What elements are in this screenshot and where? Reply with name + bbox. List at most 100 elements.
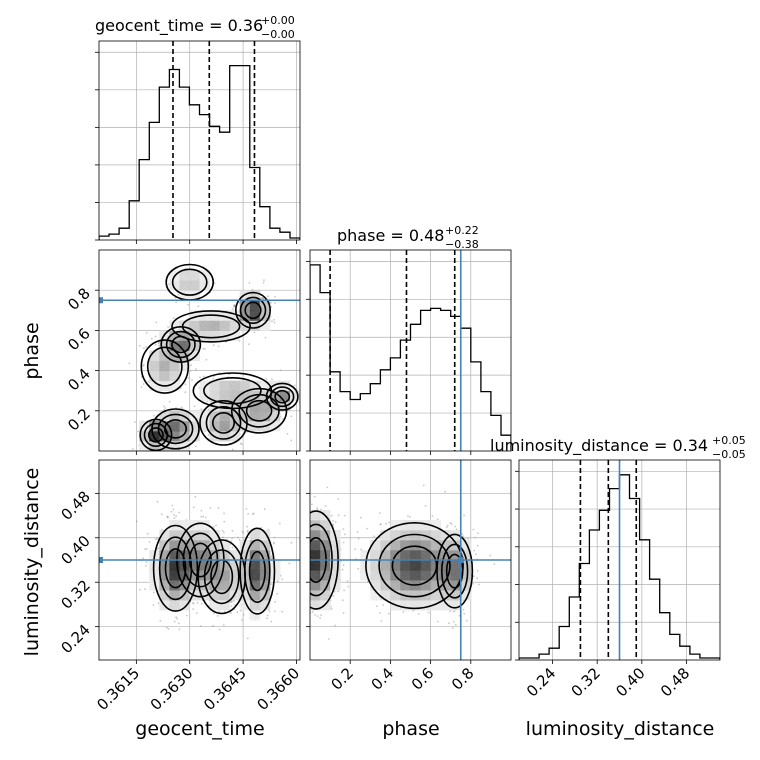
contour-line (365, 521, 464, 610)
scatter-point (260, 297, 263, 299)
xlabel-phase: phase (382, 718, 439, 740)
scatter-point (218, 628, 221, 631)
density-cell (219, 430, 231, 442)
panel-hist-phase (309, 249, 512, 452)
scatter-point (454, 525, 457, 528)
density-cell (259, 320, 271, 331)
scatter-point (274, 302, 276, 304)
scatter-point (212, 612, 215, 615)
density-geocent_time-luminosity_distance (99, 495, 300, 640)
contour-line (239, 527, 276, 615)
scatter-point (305, 606, 307, 608)
density-cell (239, 590, 251, 601)
scatter-point (144, 588, 147, 590)
scatter-point (346, 580, 349, 582)
density-cell (259, 600, 271, 611)
density-cell (410, 600, 421, 611)
density-cell (410, 540, 421, 551)
density-cell (169, 570, 180, 581)
scatter-point (144, 548, 147, 551)
density-cell (320, 570, 331, 581)
density-cell (460, 540, 472, 551)
scatter-point (294, 548, 296, 550)
y-tick-label: 0.48 (57, 487, 93, 523)
density-cell (259, 530, 271, 541)
density-cell (360, 570, 371, 581)
scatter-point (382, 604, 385, 606)
scatter-point (163, 409, 166, 411)
contour-line (151, 408, 200, 450)
density-cell (310, 600, 321, 611)
scatter-point (270, 302, 272, 304)
density-cell (159, 580, 170, 591)
density-cell (169, 560, 180, 571)
contour-line (235, 291, 272, 329)
scatter-point (304, 521, 306, 523)
density-cell (169, 550, 180, 561)
scatter-point (304, 609, 306, 611)
scatter-point (453, 621, 455, 623)
contour-line (203, 377, 262, 405)
density-cell (390, 590, 401, 601)
scatter-point (290, 564, 292, 566)
scatter-point (478, 583, 480, 586)
contour-line (164, 548, 187, 589)
x-tick-label: 0.4 (368, 664, 398, 694)
density-cell (450, 560, 462, 571)
scatter-point (305, 598, 307, 600)
contour-line (160, 325, 202, 363)
density-cell (229, 310, 241, 321)
scatter-point (306, 609, 308, 611)
density-cell (259, 580, 271, 591)
scatter-point (475, 553, 477, 555)
scatter-point (178, 511, 181, 514)
density-cell (229, 330, 241, 341)
scatter-point (357, 537, 360, 540)
scatter-point (302, 529, 304, 531)
density-cell (249, 320, 261, 331)
title-luminosity-distance-minus: −0.05 (712, 448, 746, 461)
scatter-point (308, 491, 310, 493)
density-cell (169, 590, 180, 601)
density-cell (199, 320, 210, 331)
scatter-point (246, 529, 249, 532)
scatter-point (242, 531, 245, 534)
scatter-point (273, 318, 275, 321)
scatter-point (464, 538, 467, 540)
scatter-point (307, 561, 309, 563)
scatter-point (142, 383, 145, 385)
density-cell (209, 580, 221, 591)
scatter-point (301, 572, 303, 574)
density-cell (159, 410, 170, 422)
density-cell (430, 520, 442, 531)
scatter-point (234, 304, 236, 307)
scatter-point (332, 595, 335, 597)
scatter-point (186, 614, 188, 617)
density-cell (179, 600, 190, 611)
scatter-point (272, 541, 275, 544)
scatter-point (489, 554, 491, 557)
scatter-point (281, 578, 284, 581)
title-phase-plus: +0.22 (445, 224, 479, 237)
density-cell (440, 540, 452, 551)
scatter-point (194, 445, 197, 448)
scatter-point (292, 572, 294, 574)
scatter-point (263, 279, 265, 282)
scatter-point (320, 614, 322, 616)
scatter-point (326, 486, 329, 489)
density-cell (219, 380, 231, 392)
scatter-point (297, 611, 299, 613)
density-cell (149, 420, 160, 432)
scatter-point (301, 516, 303, 518)
x-tick-label: 0.3645 (200, 664, 250, 714)
scatter-point (304, 549, 306, 551)
panel-frame (518, 459, 721, 661)
density-cell (229, 430, 241, 442)
density-cell (169, 330, 180, 341)
scatter-point (298, 544, 300, 546)
scatter-point (472, 528, 475, 531)
density-cell (229, 390, 241, 402)
scatter-point (146, 532, 149, 535)
scatter-point (308, 553, 310, 555)
density-cell (219, 580, 231, 591)
